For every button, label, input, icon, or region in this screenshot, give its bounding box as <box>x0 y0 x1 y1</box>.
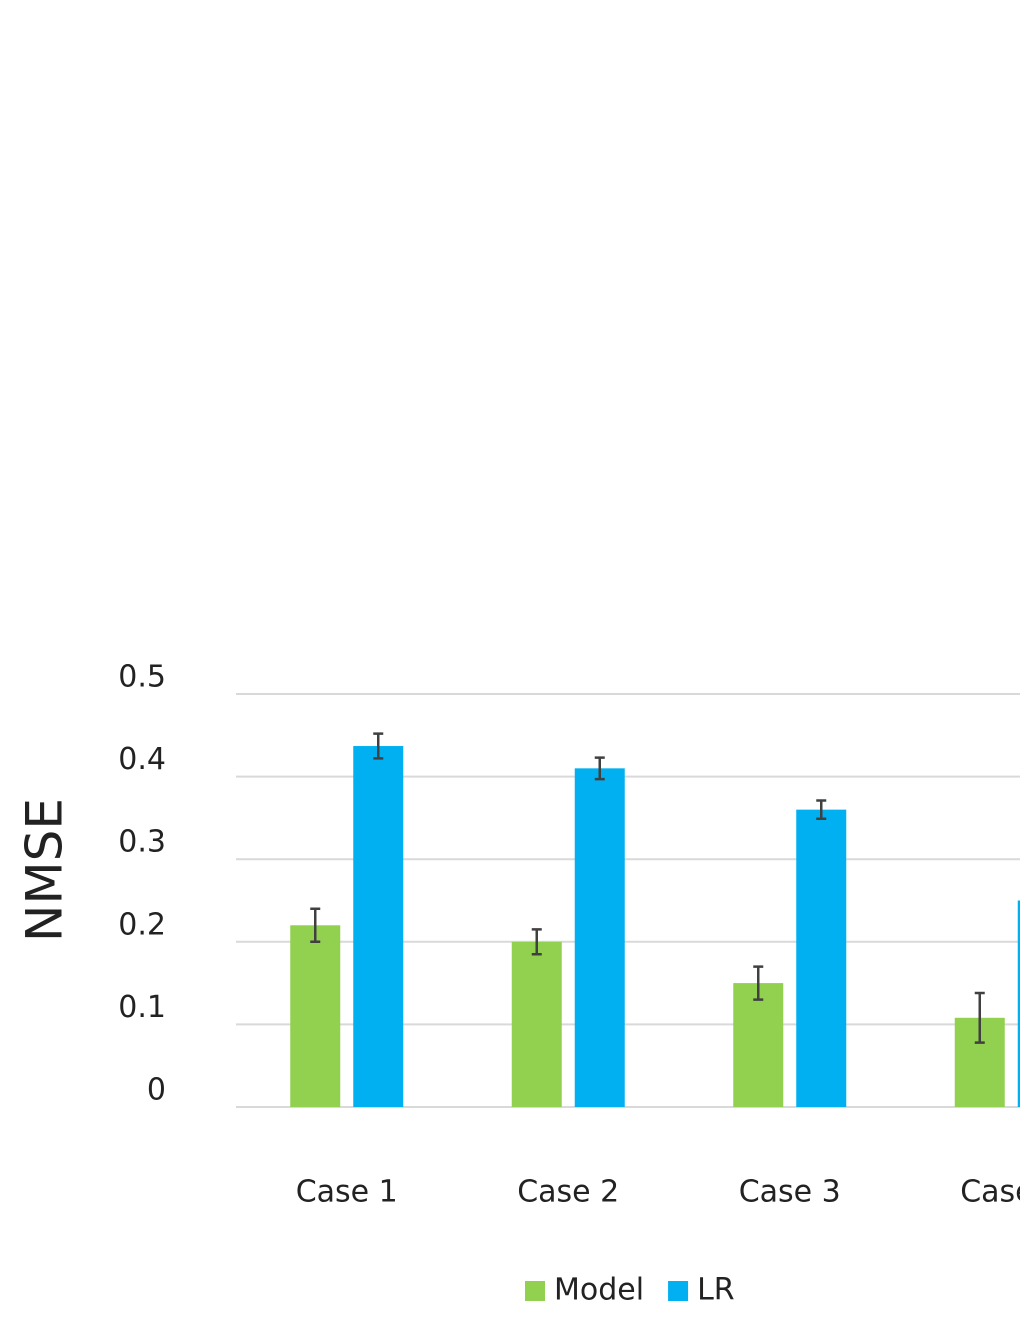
error-bar <box>310 907 321 944</box>
error-bar <box>974 991 985 1044</box>
y-axis-title: NMSE <box>16 798 74 942</box>
bar <box>290 925 341 1107</box>
error-bar <box>816 799 827 820</box>
legend-label: LR <box>697 1273 735 1308</box>
y-tick-label: 0 <box>147 1073 166 1108</box>
y-tick-label: 0.2 <box>118 907 166 942</box>
bar <box>1017 900 1020 1107</box>
bar <box>353 746 404 1107</box>
legend-swatch <box>525 1281 545 1301</box>
error-bar <box>531 928 542 956</box>
x-tick-label: Case 3 <box>739 1175 841 1210</box>
error-bar <box>753 965 764 1001</box>
bar <box>511 941 562 1107</box>
legend-swatch <box>668 1281 689 1301</box>
y-tick-label: 0.5 <box>118 660 166 695</box>
bar <box>796 809 847 1107</box>
x-tick-label: Case 4 <box>960 1175 1020 1210</box>
legend-label: Model <box>554 1273 644 1308</box>
error-bar <box>594 756 605 781</box>
y-tick-label: 0.4 <box>118 742 166 777</box>
bar <box>733 983 784 1107</box>
bar <box>574 768 625 1107</box>
error-bar <box>373 732 384 760</box>
x-tick-label: Case 2 <box>517 1175 619 1210</box>
x-tick-label: Case 1 <box>296 1175 398 1210</box>
y-tick-label: 0.3 <box>118 825 166 860</box>
y-tick-label: 0.1 <box>118 990 166 1025</box>
